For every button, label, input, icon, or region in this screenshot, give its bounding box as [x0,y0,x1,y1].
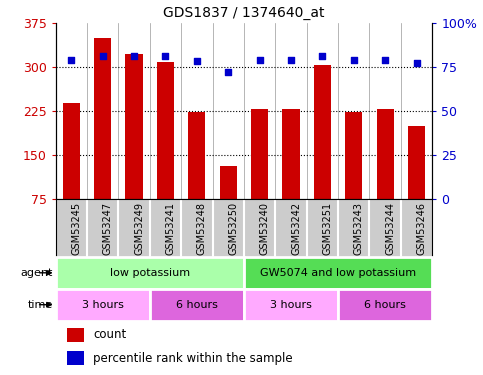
Point [319,53,327,59]
Point [350,57,357,63]
Bar [244,257,432,289]
Text: GSM53249: GSM53249 [134,202,144,255]
Text: 3 hours: 3 hours [82,300,124,310]
Text: GSM53246: GSM53246 [416,202,426,255]
Text: GW5074 and low potassium: GW5074 and low potassium [260,268,416,278]
Text: GSM53251: GSM53251 [323,202,332,255]
Point [256,57,264,63]
Bar [56,257,244,289]
Bar [67,328,84,342]
Bar [244,289,338,321]
Bar [283,109,299,243]
Text: GSM53240: GSM53240 [260,202,270,255]
Bar [220,166,237,243]
Bar [377,109,394,243]
Text: time: time [28,300,53,310]
Bar [408,126,425,243]
Text: GSM53247: GSM53247 [103,202,113,255]
Text: GSM53244: GSM53244 [385,202,395,255]
Text: GSM53248: GSM53248 [197,202,207,255]
Point [193,58,201,64]
Text: low potassium: low potassium [110,268,190,278]
Bar [157,62,174,243]
Bar [338,289,432,321]
Point [161,53,170,59]
Text: 6 hours: 6 hours [364,300,406,310]
Bar [56,289,150,321]
Text: agent: agent [21,268,53,278]
Text: count: count [93,328,127,341]
Text: GSM53243: GSM53243 [354,202,364,255]
Bar [314,65,331,243]
Title: GDS1837 / 1374640_at: GDS1837 / 1374640_at [163,6,325,20]
Point [99,53,107,59]
Bar [150,289,244,321]
Bar [63,103,80,243]
Point [382,57,389,63]
Bar [251,109,268,243]
Bar [67,351,84,365]
Bar [94,38,111,243]
Bar [188,112,205,243]
Text: GSM53245: GSM53245 [71,202,81,255]
Text: GSM53250: GSM53250 [228,202,238,255]
Point [68,57,75,63]
Point [130,53,138,59]
Text: GSM53242: GSM53242 [291,202,301,255]
Text: percentile rank within the sample: percentile rank within the sample [93,352,293,364]
Point [287,57,295,63]
Text: GSM53241: GSM53241 [165,202,175,255]
Point [224,69,232,75]
Text: 3 hours: 3 hours [270,300,312,310]
Point [412,60,420,66]
Text: 6 hours: 6 hours [176,300,218,310]
Bar [126,54,142,243]
Bar [345,112,362,243]
